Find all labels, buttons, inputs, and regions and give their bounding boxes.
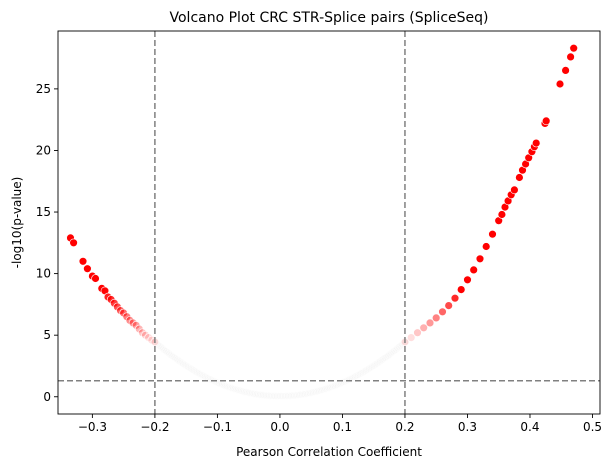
data-point [83, 264, 92, 273]
data-point [444, 301, 453, 310]
data-point [450, 294, 460, 303]
y-tick-label: 15 [36, 205, 51, 219]
y-tick-label: 20 [36, 143, 51, 157]
data-point [482, 242, 491, 251]
data-points-layer [66, 43, 578, 347]
x-tick-label: 0.3 [458, 420, 477, 434]
x-tick-label: −0.3 [78, 420, 107, 434]
data-point [78, 257, 88, 266]
data-point [438, 307, 447, 316]
data-point [413, 328, 422, 337]
data-point [419, 323, 428, 332]
plot-background-layer [151, 338, 409, 400]
x-tick-label: 0.2 [395, 420, 414, 434]
x-tick-label: −0.2 [140, 420, 169, 434]
y-axis-label: -log10(p-value) [10, 177, 24, 269]
data-point [566, 52, 575, 62]
axes-layer: −0.3 −0.2 −0.1 0.0 0.1 0.2 0.3 0.4 0.5 0 5 10 15 20 25 [36, 30, 602, 434]
data-point [561, 66, 570, 75]
x-tick-label: −0.1 [203, 420, 232, 434]
x-tick-label: 0.5 [583, 420, 602, 434]
data-point [569, 43, 578, 53]
data-point [555, 79, 565, 89]
y-tick-label: 0 [43, 390, 51, 404]
x-axis-label: Pearson Correlation Coefficient [236, 445, 422, 459]
x-tick-label: 0.1 [333, 420, 352, 434]
x-tick-label: 0.4 [520, 420, 539, 434]
data-point [531, 138, 541, 148]
data-point [541, 116, 551, 126]
data-point [463, 275, 472, 284]
threshold-lines-layer [58, 31, 600, 414]
data-point [475, 254, 485, 263]
x-tick-label: 0.0 [270, 420, 289, 434]
data-point [510, 185, 519, 195]
y-tick-label: 10 [36, 267, 51, 281]
data-point [407, 333, 416, 342]
data-point [469, 265, 478, 275]
data-point [497, 210, 507, 219]
y-tick-label: 5 [43, 328, 51, 342]
data-point [432, 313, 441, 323]
non-significant-points [151, 338, 409, 400]
data-point [69, 238, 78, 248]
data-point [425, 318, 435, 328]
data-point [515, 173, 524, 182]
y-tick-label: 25 [36, 82, 51, 96]
data-point [91, 274, 100, 283]
plot-frame [57, 30, 601, 415]
chart-title: Volcano Plot CRC STR-Splice pairs (Splic… [170, 10, 489, 26]
data-point [488, 230, 497, 239]
data-point [457, 285, 466, 294]
